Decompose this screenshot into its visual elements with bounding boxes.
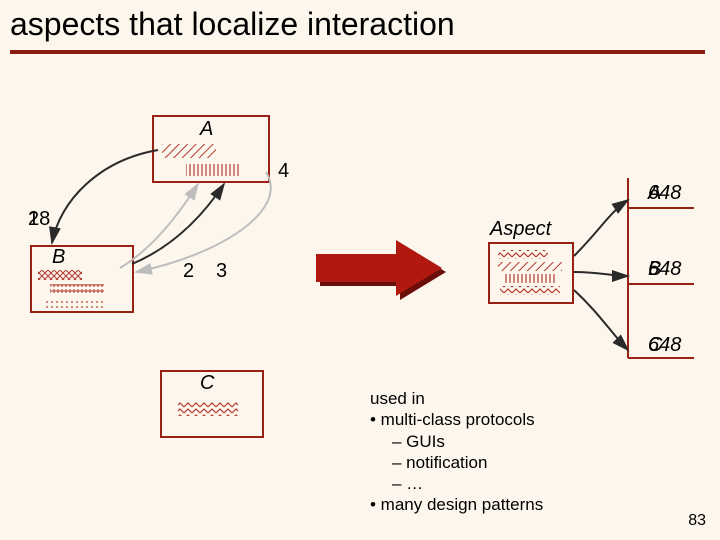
step-label-4: 4 xyxy=(278,160,289,183)
bullet-line: – GUIs xyxy=(392,431,543,452)
big-arrow-icon xyxy=(316,240,446,300)
bullet-line: – notification xyxy=(392,452,543,473)
left-box-b xyxy=(30,245,134,313)
left-box-a-label: A xyxy=(200,118,213,141)
aspect-label: Aspect xyxy=(490,218,551,241)
left-box-b-label: B xyxy=(52,246,65,269)
bullet-line: • multi-class protocols xyxy=(370,409,543,430)
right-b: B xyxy=(648,258,661,281)
step-label-1: 1 xyxy=(28,208,39,231)
bullet-line: – … xyxy=(392,473,543,494)
bullet-line: used in xyxy=(370,388,543,409)
page-number: 83 xyxy=(688,512,706,530)
step-label-3: 3 xyxy=(216,260,227,283)
bullet-line: • many design patterns xyxy=(370,494,543,515)
slide-title: aspects that localize interaction xyxy=(10,6,455,43)
step-label-2: 2 xyxy=(183,260,194,283)
right-a: A xyxy=(648,182,661,205)
title-underline xyxy=(10,50,705,54)
aspect-box xyxy=(488,242,574,304)
right-c: C xyxy=(648,334,662,357)
bullets-block: used in • multi-class protocols – GUIs –… xyxy=(370,388,543,516)
left-box-c-label: C xyxy=(200,372,214,395)
